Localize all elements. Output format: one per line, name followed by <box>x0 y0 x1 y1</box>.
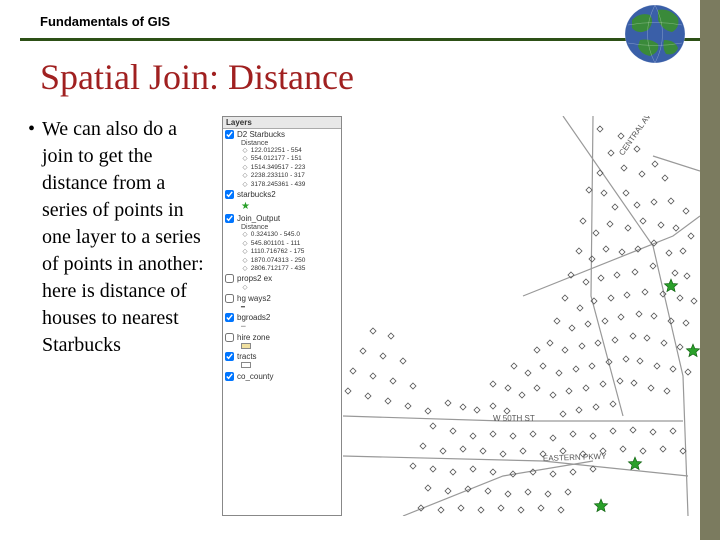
legend-range: ◇ 0.324130 - 545.0 <box>223 231 341 239</box>
star-legend: ★ <box>223 200 341 213</box>
layer-starbucks2[interactable]: starbucks2 <box>223 189 341 200</box>
layer-checkbox[interactable] <box>225 352 234 361</box>
legend-range: ◇ 1870.074313 - 250 <box>223 257 341 265</box>
globe-icon <box>620 0 690 68</box>
props-legend: ◇ <box>223 284 341 292</box>
layer-label: hg ways2 <box>237 294 271 303</box>
layers-header: Layers <box>223 117 341 129</box>
layer-label: starbucks2 <box>237 190 276 199</box>
svg-text:W 50TH ST: W 50TH ST <box>493 414 535 423</box>
layer-checkbox[interactable] <box>225 130 234 139</box>
layer-checkbox[interactable] <box>225 214 234 223</box>
bullet-text: •We can also do a join to get the distan… <box>28 116 218 359</box>
layer-label: tracts <box>237 352 257 361</box>
header-rule <box>20 38 700 41</box>
layer-hgways2[interactable]: hg ways2 <box>223 293 341 304</box>
layer-join-output[interactable]: Join_Output <box>223 213 341 224</box>
layer-checkbox[interactable] <box>225 274 234 283</box>
layer-checkbox[interactable] <box>225 313 234 322</box>
layer-checkbox[interactable] <box>225 190 234 199</box>
layer-checkbox[interactable] <box>225 372 234 381</box>
layer-cocounty[interactable]: co_county <box>223 371 341 382</box>
tracts-legend <box>223 362 341 370</box>
layer-tracts[interactable]: tracts <box>223 351 341 362</box>
layer-d2starbucks[interactable]: D2 Starbucks <box>223 129 341 140</box>
layer-checkbox[interactable] <box>225 333 234 342</box>
bullet-content: We can also do a join to get the distanc… <box>42 116 212 359</box>
hirezone-legend <box>223 343 341 351</box>
map-svg: CENTRAL AV W 50TH ST EASTERN PKWY <box>343 116 700 516</box>
layer-label: hire zone <box>237 333 270 342</box>
map: CENTRAL AV W 50TH ST EASTERN PKWY <box>343 116 700 516</box>
legend-range: ◇ 2806.712177 - 435 <box>223 265 341 273</box>
legend-range: ◇ 1514.349517 - 223 <box>223 164 341 172</box>
course-title: Fundamentals of GIS <box>40 14 170 29</box>
layer-bgroads2[interactable]: bgroads2 <box>223 312 341 323</box>
legend-range: ◇ 3178.245361 - 439 <box>223 181 341 189</box>
slide-title: Spatial Join: Distance <box>40 56 354 98</box>
layer-label: Join_Output <box>237 214 280 223</box>
layer-label: props2 ex <box>237 274 272 283</box>
bgroads-legend: ─ <box>223 323 341 331</box>
legend-range: ◇ 1110.716762 - 175 <box>223 248 341 256</box>
legend-range: ◇ 554.012177 - 151 <box>223 155 341 163</box>
legend-range: ◇ 122.012251 - 554 <box>223 147 341 155</box>
layer-sublabel: Distance <box>223 224 341 231</box>
hgways-legend: ━ <box>223 304 341 312</box>
layers-panel: Layers D2 Starbucks Distance ◇ 122.01225… <box>222 116 342 516</box>
layer-hirezone[interactable]: hire zone <box>223 332 341 343</box>
layer-label: co_county <box>237 372 273 381</box>
layer-checkbox[interactable] <box>225 294 234 303</box>
svg-text:EASTERN PKWY: EASTERN PKWY <box>543 452 608 463</box>
layer-label: bgroads2 <box>237 313 270 322</box>
svg-text:CENTRAL AV: CENTRAL AV <box>617 116 653 157</box>
layer-sublabel: Distance <box>223 140 341 147</box>
legend-range: ◇ 545.801101 - 111 <box>223 240 341 248</box>
layer-label: D2 Starbucks <box>237 130 285 139</box>
right-sidebar <box>700 0 720 540</box>
legend-range: ◇ 2238.233110 - 317 <box>223 172 341 180</box>
layer-props2[interactable]: props2 ex <box>223 273 341 284</box>
